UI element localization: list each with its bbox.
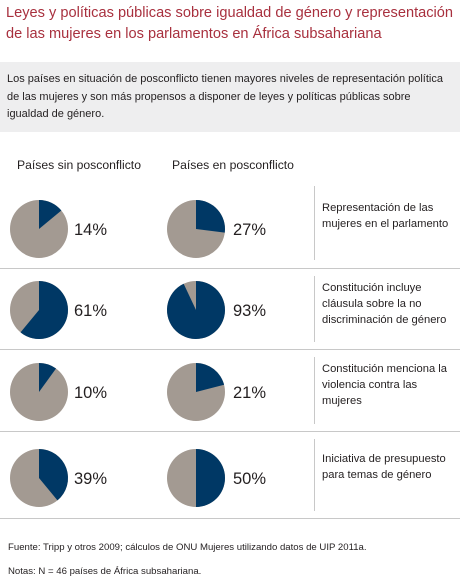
row-separator [0,431,460,432]
pie-value-label: 21% [233,384,266,402]
pie-value-slice [20,281,69,339]
pie-value-label: 27% [233,221,266,239]
pie-value-label: 10% [74,384,107,402]
pie-value-slice [196,363,225,392]
pie-value-slice [39,449,68,501]
notes: Notas: N = 46 países de África subsahari… [8,566,202,577]
row-label-parliament: Representación de las mujeres en el parl… [322,202,449,230]
pie-value-label: 93% [233,302,266,320]
intro-text: Los países en situación de posconflicto … [7,73,443,120]
pie-value-label: 50% [233,470,266,488]
pie-chart-grid: 14% 27% 61% 93% 10% 21% 39% 50% [10,200,266,507]
source-note: Fuente: Tripp y otros 2009; cálculos de … [8,542,367,553]
pie-value-slice [196,449,225,507]
pie-value-label: 61% [74,302,107,320]
chart-title: Leyes y políticas públicas sobre igualda… [6,5,454,42]
column-header-non-postconflict: Países sin posconflicto [17,158,141,172]
column-separator [314,276,315,342]
row-label-constitution-violence: Constitución menciona la violencia contr… [322,363,447,407]
column-separator [314,186,315,260]
row-label-constitution-non-discrimination: Constitución incluye cláusula sobre la n… [322,282,447,326]
column-header-postconflict: Países en posconflicto [172,158,294,172]
pie-value-slice [166,281,225,339]
row-separator [0,349,460,350]
row-separator [0,518,460,519]
row-separator [0,268,460,269]
pie-value-label: 39% [74,470,107,488]
intro-box: Los países en situación de posconflicto … [0,62,460,132]
pie-value-slice [39,363,57,392]
pie-value-slice [39,200,62,229]
pie-value-label: 14% [74,221,107,239]
column-separator [314,357,315,424]
row-label-gender-budget: Iniciativa de presupuesto para temas de … [322,453,446,481]
column-separator [314,439,315,511]
pie-value-slice [196,200,225,233]
